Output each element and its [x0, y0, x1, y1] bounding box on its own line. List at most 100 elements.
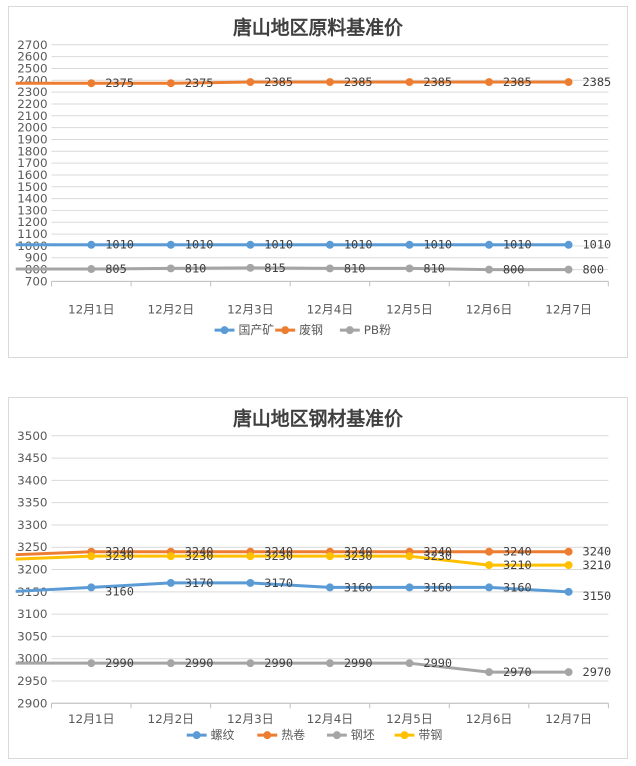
data-point: [325, 659, 334, 668]
x-tick-label: 12月4日: [307, 712, 354, 726]
steel-chart: 唐山地区钢材基准价2900295030003050310031503200325…: [15, 407, 612, 742]
data-label: 2385: [582, 75, 611, 89]
series-line: [15, 266, 569, 272]
data-label: 2375: [105, 76, 134, 90]
x-tick-label: 12月6日: [466, 302, 513, 316]
y-tick-label: 1200: [17, 215, 47, 229]
data-point: [564, 240, 573, 249]
data-label: 2385: [344, 75, 373, 89]
chart-title: 唐山地区原料基准价: [233, 16, 403, 39]
data-label: 1010: [344, 238, 373, 252]
data-label: 1010: [185, 238, 214, 252]
data-point: [564, 668, 573, 677]
data-point: [485, 583, 494, 592]
legend-marker: [220, 326, 229, 335]
x-tick-label: 12月7日: [545, 712, 592, 726]
legend-marker: [400, 731, 409, 740]
steel-chart-panel: 唐山地区钢材基准价 2900 2950 3000 3050 3100 3150 3200 325…: [8, 397, 628, 759]
data-point: [246, 263, 255, 272]
y-tick-label: 3250: [17, 540, 47, 554]
legend-label: 螺纹: [211, 728, 235, 742]
legend-marker: [332, 731, 341, 740]
data-point: [325, 78, 334, 87]
x-tick-label: 12月5日: [386, 712, 433, 726]
legend-label: 热卷: [281, 728, 305, 742]
y-tick-label: 1100: [17, 227, 47, 241]
data-label: 810: [423, 261, 445, 275]
y-tick-label: 3350: [17, 496, 47, 510]
data-point: [166, 240, 175, 249]
data-label: 3160: [344, 580, 373, 594]
data-label: 2385: [503, 75, 532, 89]
data-label: 805: [105, 262, 127, 276]
data-point: [87, 79, 96, 88]
data-label: 1010: [503, 238, 532, 252]
data-label: 3230: [105, 549, 134, 563]
y-tick-label: 1700: [17, 156, 47, 170]
data-label: 3230: [423, 549, 452, 563]
y-tick-label: 2950: [17, 674, 47, 688]
data-point: [166, 578, 175, 587]
raw-material-chart: 唐山地区原料基准价7008009001000110012001300140015…: [15, 16, 611, 337]
legend-marker: [345, 326, 354, 335]
data-label: 3230: [264, 549, 293, 563]
data-label: 2990: [105, 656, 134, 670]
series-line: [15, 550, 569, 557]
data-point: [405, 659, 414, 668]
y-tick-label: 2900: [17, 696, 47, 710]
data-point: [87, 552, 96, 561]
data-point: [87, 265, 96, 273]
x-tick-label: 12月6日: [466, 712, 513, 726]
data-point: [405, 264, 414, 273]
chart-title: 唐山地区钢材基准价: [233, 407, 403, 430]
y-tick-label: 2500: [17, 61, 47, 75]
series-line: [15, 661, 569, 674]
legend-label: 废钢: [299, 323, 323, 337]
y-tick-label: 2600: [17, 50, 47, 64]
x-tick-label: 12月7日: [545, 302, 592, 316]
y-tick-label: 3200: [17, 563, 47, 577]
data-point: [485, 561, 494, 570]
legend-label: PB粉: [364, 323, 391, 337]
data-label: 2990: [185, 656, 214, 670]
data-label: 3160: [503, 580, 532, 594]
data-label: 2970: [503, 665, 532, 679]
data-point: [246, 659, 255, 668]
data-label: 3210: [583, 558, 612, 572]
series-line: [15, 554, 569, 567]
series-line: [15, 80, 569, 85]
data-label: 800: [582, 263, 604, 277]
x-tick-label: 12月2日: [148, 712, 195, 726]
data-point: [325, 240, 334, 249]
data-point: [87, 583, 96, 592]
x-tick-label: 12月2日: [148, 302, 195, 316]
y-tick-label: 1600: [17, 168, 47, 182]
data-label: 3240: [583, 545, 612, 559]
data-point: [325, 552, 334, 561]
data-point: [325, 583, 334, 592]
y-tick-label: 1500: [17, 180, 47, 194]
data-point: [564, 547, 573, 556]
data-label: 800: [503, 263, 525, 277]
data-label: 3230: [344, 549, 373, 563]
data-label: 3170: [264, 576, 293, 590]
data-label: 2385: [264, 75, 293, 89]
y-tick-label: 3500: [17, 429, 47, 443]
y-tick-label: 3450: [17, 451, 47, 465]
y-tick-label: 2300: [17, 85, 47, 99]
x-tick-label: 12月4日: [307, 302, 354, 316]
x-tick-label: 12月5日: [386, 302, 433, 316]
y-tick-label: 1900: [17, 132, 47, 146]
data-label: 1010: [423, 238, 452, 252]
legend-label: 钢坯: [351, 728, 375, 742]
data-point: [485, 547, 494, 556]
data-point: [485, 78, 493, 87]
y-tick-label: 700: [25, 274, 48, 288]
data-label: 3240: [503, 545, 532, 559]
data-point: [166, 264, 175, 273]
data-point: [405, 583, 414, 592]
y-tick-label: 3300: [17, 518, 47, 532]
y-tick-label: 1300: [17, 203, 47, 217]
data-point: [166, 552, 175, 561]
data-label: 3150: [583, 589, 612, 603]
